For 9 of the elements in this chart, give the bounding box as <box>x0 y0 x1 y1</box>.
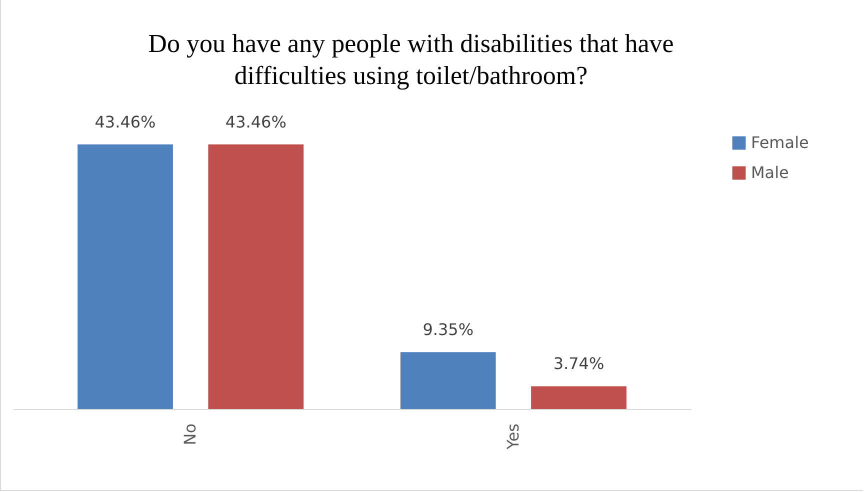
x-tick-label: No <box>180 424 200 446</box>
legend-label: Female <box>751 133 809 152</box>
data-label: 9.35% <box>422 320 474 340</box>
data-label: 43.46% <box>225 112 286 132</box>
data-label: 3.74% <box>553 354 604 374</box>
legend-label: Male <box>751 163 789 182</box>
x-tick-label: Yes <box>503 424 522 450</box>
data-label: 43.46% <box>94 112 156 132</box>
chart-title: Do you have any people with disabilities that have difficulties using toilet/bathroom? <box>147 28 675 92</box>
